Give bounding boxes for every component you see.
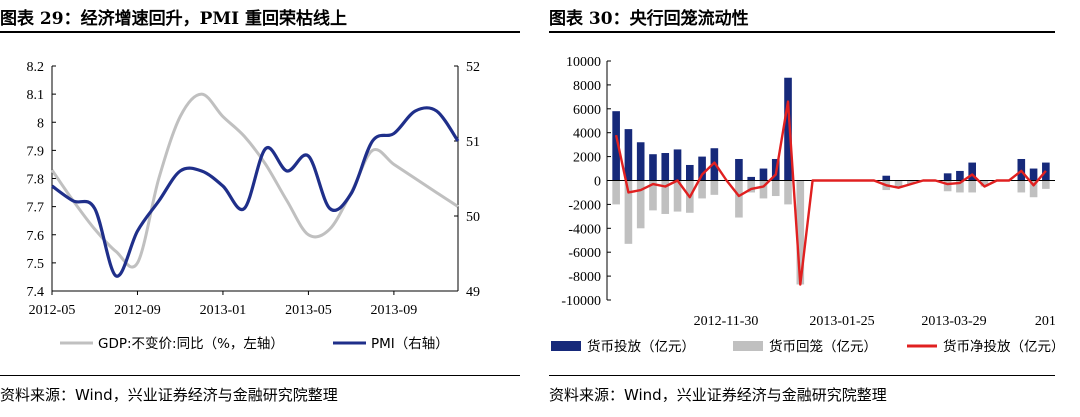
right-chart: 10000 8000 6000 4000 2000 0 -2000 -4000 -6000 -80… — [551, 55, 1055, 355]
legend-injection-label: 货币投放（亿元） — [587, 338, 695, 355]
injection-bar — [649, 154, 657, 181]
withdrawal-bar — [943, 180, 952, 192]
withdrawal-bar — [747, 180, 756, 193]
injection-bar — [698, 156, 706, 181]
x-tick-label: 2012-09 — [114, 303, 161, 318]
left-source-note: 资料来源：Wind，兴业证券经济与金融研究院整理 — [0, 386, 338, 404]
left-panel: 图表 29：经济增速回升，PMI 重回荣枯线上 7.4 7.5 7.6 7.7 7.8 7… — [0, 0, 520, 417]
left-chart: 7.4 7.5 7.6 7.7 7.8 7.9 8 8.1 8.2 49 50 51 52 2012-05… — [27, 60, 481, 352]
injection-bar — [735, 158, 743, 181]
left-y-tick-label: 7.6 — [27, 229, 45, 244]
right-panel: 图表 30：央行回笼流动性 10000 8000 6000 4000 2000 0 -200… — [549, 0, 1055, 417]
pmi-series-line — [51, 106, 460, 278]
left-title-rule — [0, 31, 520, 33]
y-tick-label: 4000 — [573, 127, 601, 142]
injection-bar — [673, 149, 682, 181]
legend-net-label: 货币净投放（亿元） — [943, 338, 1055, 355]
injection-bar — [685, 164, 694, 181]
y-tick-label: -10000 — [561, 294, 601, 309]
x-tick-label: 2012-05 — [29, 303, 76, 318]
left-chart-title: 图表 29：经济增速回升，PMI 重回荣枯线上 — [0, 9, 348, 29]
net-injection-line — [614, 100, 1047, 286]
withdrawal-bar — [796, 180, 805, 285]
withdrawal-bar — [612, 180, 620, 205]
withdrawal-bar — [980, 180, 989, 187]
left-y-tick-label: 7.8 — [27, 173, 45, 188]
right-y-tick-label: 49 — [466, 285, 480, 300]
x-tick-label: 2013-01-25 — [809, 314, 874, 329]
withdrawal-bar — [906, 180, 915, 185]
withdrawal-bar — [673, 180, 682, 212]
left-y-tick-label: 7.5 — [27, 257, 45, 272]
injection-bar — [759, 168, 768, 181]
withdrawal-bar — [1017, 180, 1026, 193]
injection-bar — [636, 142, 645, 181]
withdrawal-bar — [735, 180, 743, 218]
y-tick-label: 8000 — [573, 79, 601, 94]
y-tick-label: -8000 — [568, 270, 601, 285]
legend-withdrawal-label: 货币回笼（亿元） — [769, 338, 877, 355]
withdrawal-bar — [956, 180, 964, 193]
withdrawal-bar — [784, 180, 792, 205]
legend-gdp-label: GDP:不变价:同比（%，左轴） — [98, 336, 284, 352]
x-tick-label: 2013-01 — [200, 303, 247, 318]
y-tick-label: 2000 — [573, 151, 601, 166]
withdrawal-bar — [624, 180, 633, 244]
injection-bar — [956, 170, 964, 181]
left-y-tick-label: 8.1 — [27, 88, 45, 103]
withdrawal-bar — [1029, 180, 1038, 198]
y-tick-label: 0 — [594, 175, 601, 190]
legend-withdrawal-swatch — [733, 341, 763, 351]
right-source-note: 资料来源：Wind，兴业证券经济与金融研究院整理 — [549, 386, 887, 404]
withdrawal-bar — [771, 180, 780, 197]
y-tick-label: -2000 — [568, 198, 601, 213]
withdrawal-bar — [698, 180, 706, 199]
right-source-rule — [549, 375, 1055, 376]
legend-pmi-label: PMI（右轴） — [371, 336, 449, 352]
injection-bar — [784, 77, 792, 181]
left-y-tick-label: 7.9 — [27, 144, 45, 159]
x-tick-label: 2013-05-2 — [1035, 314, 1055, 329]
left-legend: GDP:不变价:同比（%，左轴） PMI（右轴） — [60, 336, 449, 352]
right-y-tick-label: 52 — [466, 60, 480, 75]
legend-injection-swatch — [551, 341, 581, 351]
right-title-rule — [549, 31, 1055, 33]
left-y-tick-label: 7.4 — [27, 285, 45, 300]
left-y-tick-label: 7.7 — [27, 201, 45, 216]
y-tick-label: 6000 — [573, 103, 601, 118]
injection-bar — [661, 153, 670, 181]
injection-bar — [624, 129, 633, 181]
right-chart-title: 图表 30：央行回笼流动性 — [549, 9, 749, 29]
withdrawal-bar — [894, 180, 903, 188]
injection-bar — [968, 162, 977, 181]
withdrawal-bar — [1042, 180, 1050, 189]
injection-bar — [943, 173, 952, 181]
y-tick-label: -6000 — [568, 246, 601, 261]
withdrawal-bar — [968, 180, 977, 193]
right-y-tick-label: 50 — [466, 210, 480, 225]
injection-bar — [1029, 168, 1038, 181]
x-tick-label: 2013-09 — [371, 303, 418, 318]
withdrawal-bar — [649, 180, 657, 211]
gdp-series-line — [50, 92, 459, 269]
injection-bar — [747, 176, 756, 181]
withdrawal-bar — [710, 180, 719, 195]
x-tick-label: 2013-05 — [285, 303, 332, 318]
withdrawal-bar — [759, 180, 768, 199]
injection-bar — [882, 175, 891, 181]
withdrawal-bar — [661, 180, 670, 214]
x-tick-label: 2012-11-30 — [694, 314, 759, 329]
left-y-tick-label: 8.2 — [27, 60, 45, 75]
y-tick-label: -4000 — [568, 222, 601, 237]
left-y-tick-label: 8 — [37, 116, 44, 131]
right-y-tick-label: 51 — [466, 135, 480, 150]
injection-bar — [612, 111, 620, 181]
left-source-rule — [0, 375, 520, 376]
x-tick-label: 2013-03-29 — [921, 314, 986, 329]
y-tick-label: 10000 — [566, 55, 601, 70]
withdrawal-bar — [636, 180, 645, 229]
right-legend: 货币投放（亿元） 货币回笼（亿元） 货币净投放（亿元） — [551, 338, 1055, 355]
